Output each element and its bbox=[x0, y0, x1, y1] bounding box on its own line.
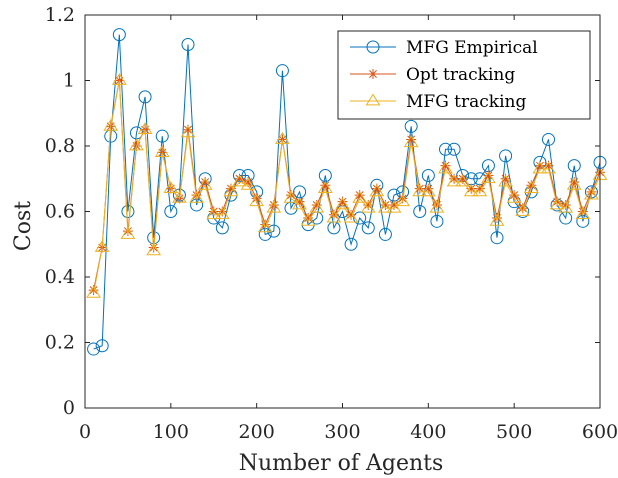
legend-label: Opt tracking bbox=[406, 65, 515, 85]
x-tick-label: 200 bbox=[239, 421, 275, 443]
x-tick-label: 0 bbox=[79, 421, 91, 443]
x-tick-label: 400 bbox=[410, 421, 446, 443]
y-tick-label: 0.6 bbox=[45, 201, 75, 223]
x-tick-label: 300 bbox=[324, 421, 360, 443]
legend-label: MFG Empirical bbox=[406, 38, 538, 58]
x-axis-label: Number of Agents bbox=[239, 451, 444, 476]
y-tick-label: 1 bbox=[63, 70, 75, 92]
x-tick-label: 500 bbox=[496, 421, 532, 443]
y-tick-label: 0.8 bbox=[45, 135, 75, 157]
legend-label: MFG tracking bbox=[406, 92, 526, 112]
y-tick-label: 1.2 bbox=[45, 4, 75, 26]
legend-marker bbox=[368, 69, 378, 79]
y-tick-label: 0.2 bbox=[45, 332, 75, 354]
y-tick-label: 0 bbox=[63, 397, 75, 419]
legend: MFG Empirical Opt tracking MFG tracking bbox=[338, 31, 590, 119]
x-tick-label: 600 bbox=[582, 421, 618, 443]
y-tick-label: 0.4 bbox=[45, 266, 75, 288]
x-tick-label: 100 bbox=[153, 421, 189, 443]
y-axis-label: Cost bbox=[11, 201, 36, 251]
